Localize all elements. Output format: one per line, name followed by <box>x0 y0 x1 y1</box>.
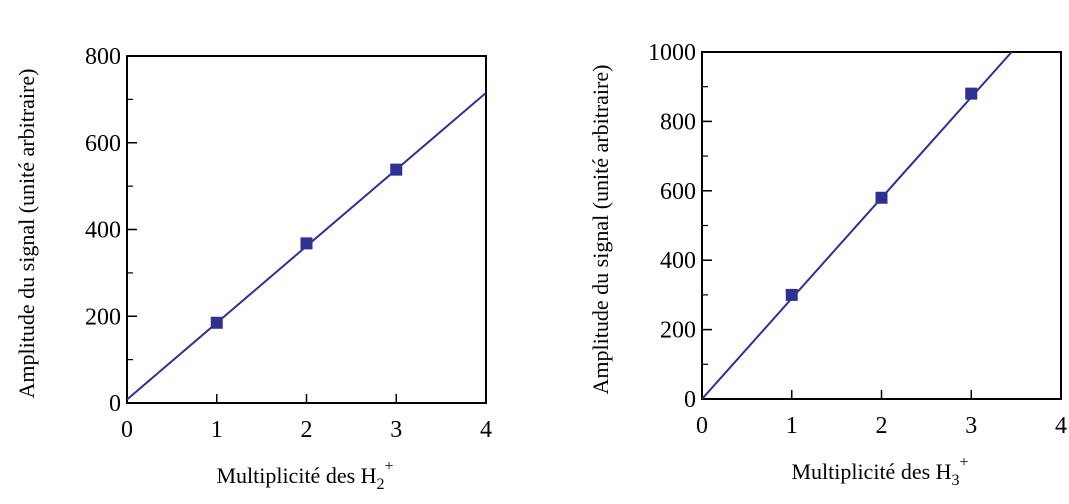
y-tick-label: 400 <box>660 248 696 274</box>
y-tick-label: 1000 <box>648 40 696 66</box>
x-tick-label: 0 <box>696 413 708 439</box>
x-tick-label: 1 <box>786 413 798 439</box>
data-point <box>390 163 403 176</box>
x-tick-label: 2 <box>876 413 888 439</box>
y-tick-label: 800 <box>660 109 696 135</box>
data-point <box>210 316 223 329</box>
data-point <box>300 237 313 250</box>
x-tick-label: 2 <box>301 417 313 443</box>
y-tick-label: 600 <box>660 179 696 205</box>
x-tick-label: 3 <box>965 413 977 439</box>
x-tick-label: 1 <box>211 417 223 443</box>
x-tick-label: 3 <box>390 417 402 443</box>
y-tick-label: 800 <box>85 44 121 70</box>
y-tick-label: 200 <box>85 304 121 330</box>
y-tick-label: 0 <box>684 387 696 413</box>
y-axis-title: Amplitude du signal (unité arbitraire) <box>588 65 613 395</box>
plot-frame <box>126 55 487 404</box>
data-point <box>965 87 978 100</box>
x-axis-title: Multiplicité des H2+ <box>216 458 393 493</box>
y-tick-label: 0 <box>109 391 121 417</box>
x-tick-label: 0 <box>121 417 133 443</box>
x-tick-label: 4 <box>1055 413 1067 439</box>
y-tick-label: 600 <box>85 131 121 157</box>
y-tick-label: 200 <box>660 318 696 344</box>
fit-line <box>702 52 1013 399</box>
chart-h2: 0 1 2 3 4 0 200 400 600 800 Multiplicité des H2+ Am… <box>14 44 492 493</box>
chart-h3: 0 1 2 3 4 0 200 400 600 800 1000 Multiplicité des H… <box>588 40 1067 489</box>
y-axis-title: Amplitude du signal (unité arbitraire) <box>14 69 39 399</box>
x-axis-title: Multiplicité des H3+ <box>791 454 968 489</box>
data-point <box>785 288 798 301</box>
x-tick-label: 4 <box>480 417 492 443</box>
y-tick-label: 400 <box>85 218 121 244</box>
data-point <box>875 191 888 204</box>
plot-frame <box>701 51 1062 400</box>
